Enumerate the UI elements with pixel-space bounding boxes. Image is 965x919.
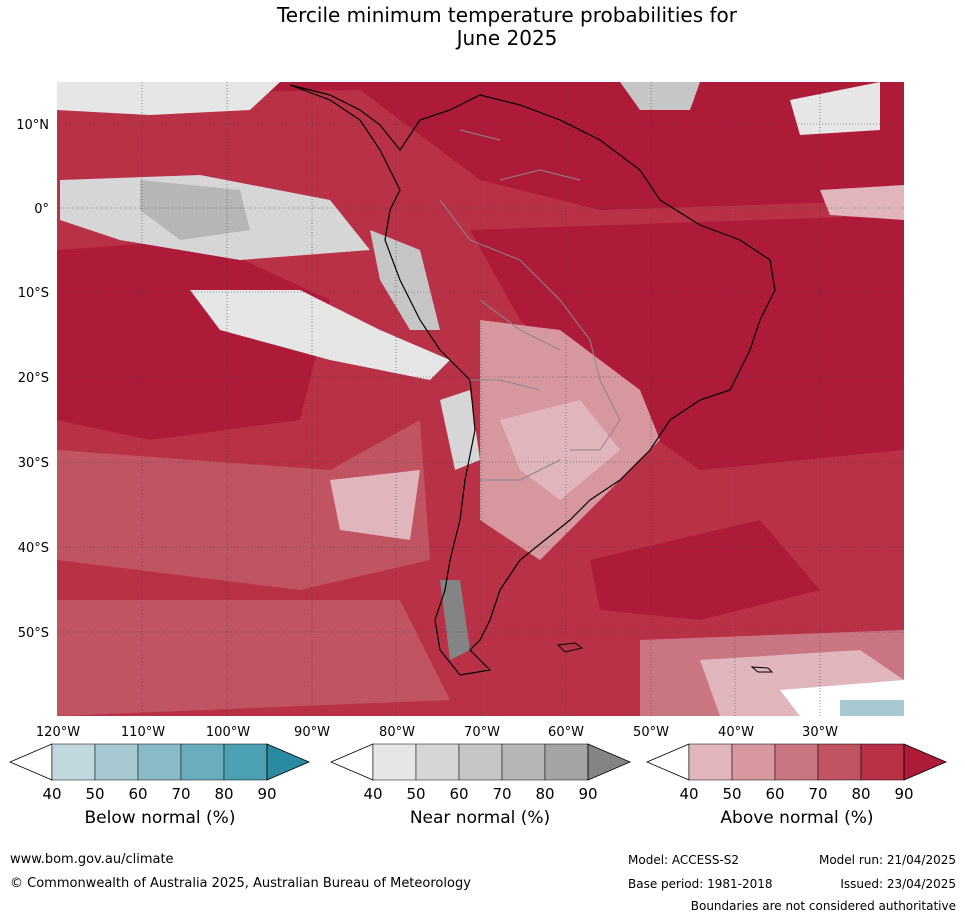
colorbar-tick-label: 60 — [128, 785, 147, 803]
colorbar-tick-label: 50 — [85, 785, 104, 803]
colorbar-tick-label: 40 — [363, 785, 382, 803]
south-georgia — [750, 666, 774, 673]
title-line-2: June 2025 — [456, 26, 558, 50]
colorbar-under-triangle — [8, 743, 53, 781]
base-period-text: Base period: 1981-2018 — [628, 877, 773, 891]
colorbar-segment — [372, 743, 417, 781]
colorbar-segment — [137, 743, 182, 781]
colorbar-tick-label: 60 — [449, 785, 468, 803]
graticule — [57, 82, 904, 716]
colorbar-segment — [544, 743, 589, 781]
colorbar-tick-label: 70 — [492, 785, 511, 803]
map-title: Tercile minimum temperature probabilitie… — [0, 4, 965, 50]
lat-label: 20°S — [18, 371, 49, 386]
lon-label: 90°W — [294, 725, 330, 740]
colorbar: 40 50 60 70 80 90 — [8, 743, 311, 803]
copyright-text: © Commonwealth of Australia 2025, Austra… — [10, 876, 471, 891]
longitude-labels: 120°W 110°W 100°W 90°W 80°W 70°W 60°W 50… — [36, 725, 838, 740]
colorbar-tick-label: 80 — [535, 785, 554, 803]
colorbar-over-triangle — [587, 743, 632, 781]
colorbar-tick-label: 50 — [406, 785, 425, 803]
colorbar-tick-label: 70 — [171, 785, 190, 803]
colorbars: 40 50 60 70 80 90 40 50 60 70 80 90 40 50 60 70 80 90 — [8, 743, 948, 803]
lon-label: 30°W — [802, 725, 838, 740]
colorbar-over-triangle — [266, 743, 311, 781]
above-normal-label: Above normal (%) — [720, 808, 874, 828]
colorbar-over-triangle — [903, 743, 948, 781]
colorbar-segment — [415, 743, 460, 781]
lat-label: 10°N — [16, 118, 49, 133]
lon-label: 40°W — [718, 725, 754, 740]
colorbar-segment — [817, 743, 862, 781]
colorbar-tick-label: 70 — [808, 785, 827, 803]
lat-label: 50°S — [18, 626, 49, 641]
lat-label: 0° — [34, 202, 49, 217]
colorbar-segment — [223, 743, 268, 781]
lon-label: 50°W — [633, 725, 669, 740]
south-america-coastline — [289, 84, 776, 676]
colorbar-under-triangle — [329, 743, 374, 781]
lon-label: 80°W — [379, 725, 415, 740]
below-normal-label: Below normal (%) — [84, 808, 236, 828]
colorbar-tick-label: 40 — [42, 785, 61, 803]
website-text: www.bom.gov.au/climate — [10, 852, 174, 867]
colorbar-segment — [51, 743, 96, 781]
lon-label: 70°W — [464, 725, 500, 740]
colorbar-segment — [688, 743, 733, 781]
lat-label: 10°S — [18, 286, 49, 301]
lat-label: 30°S — [18, 456, 49, 471]
colorbar-tick-label: 60 — [765, 785, 784, 803]
colorbar-tick-label: 40 — [679, 785, 698, 803]
lon-label: 100°W — [206, 725, 250, 740]
colorbar-tick-label: 90 — [578, 785, 597, 803]
model-run-text: Model run: 21/04/2025 — [818, 853, 956, 867]
latitude-labels: 10°N 0° 10°S 20°S 30°S 40°S 50°S — [16, 118, 49, 641]
lat-label: 40°S — [18, 541, 49, 556]
colorbar-tick-label: 50 — [722, 785, 741, 803]
title-line-1: Tercile minimum temperature probabilitie… — [276, 3, 738, 27]
lon-label: 60°W — [548, 725, 584, 740]
colorbar: 40 50 60 70 80 90 — [645, 743, 948, 803]
colorbar-segment — [774, 743, 819, 781]
colorbar-segment — [731, 743, 776, 781]
colorbar-tick-label: 90 — [894, 785, 913, 803]
model-text: Model: ACCESS-S2 — [628, 853, 740, 867]
near-normal-label: Near normal (%) — [409, 808, 551, 828]
colorbar-tick-label: 90 — [257, 785, 276, 803]
colorbar-segment — [860, 743, 905, 781]
colorbar-tick-label: 80 — [851, 785, 870, 803]
issued-text: Issued: 23/04/2025 — [840, 877, 956, 891]
colorbar-tick-label: 80 — [214, 785, 233, 803]
colorbar-segment — [501, 743, 546, 781]
disclaimer-text: Boundaries are not considered authoritat… — [690, 899, 956, 913]
colorbar-segment — [94, 743, 139, 781]
colorbar-under-triangle — [645, 743, 690, 781]
colorbar-segment — [180, 743, 225, 781]
colorbar-segment — [458, 743, 503, 781]
country-borders — [439, 129, 621, 481]
colorbar: 40 50 60 70 80 90 — [329, 743, 632, 803]
lon-label: 120°W — [36, 725, 80, 740]
falkland-islands — [556, 642, 584, 653]
map-field — [57, 82, 904, 716]
lon-label: 110°W — [121, 725, 165, 740]
